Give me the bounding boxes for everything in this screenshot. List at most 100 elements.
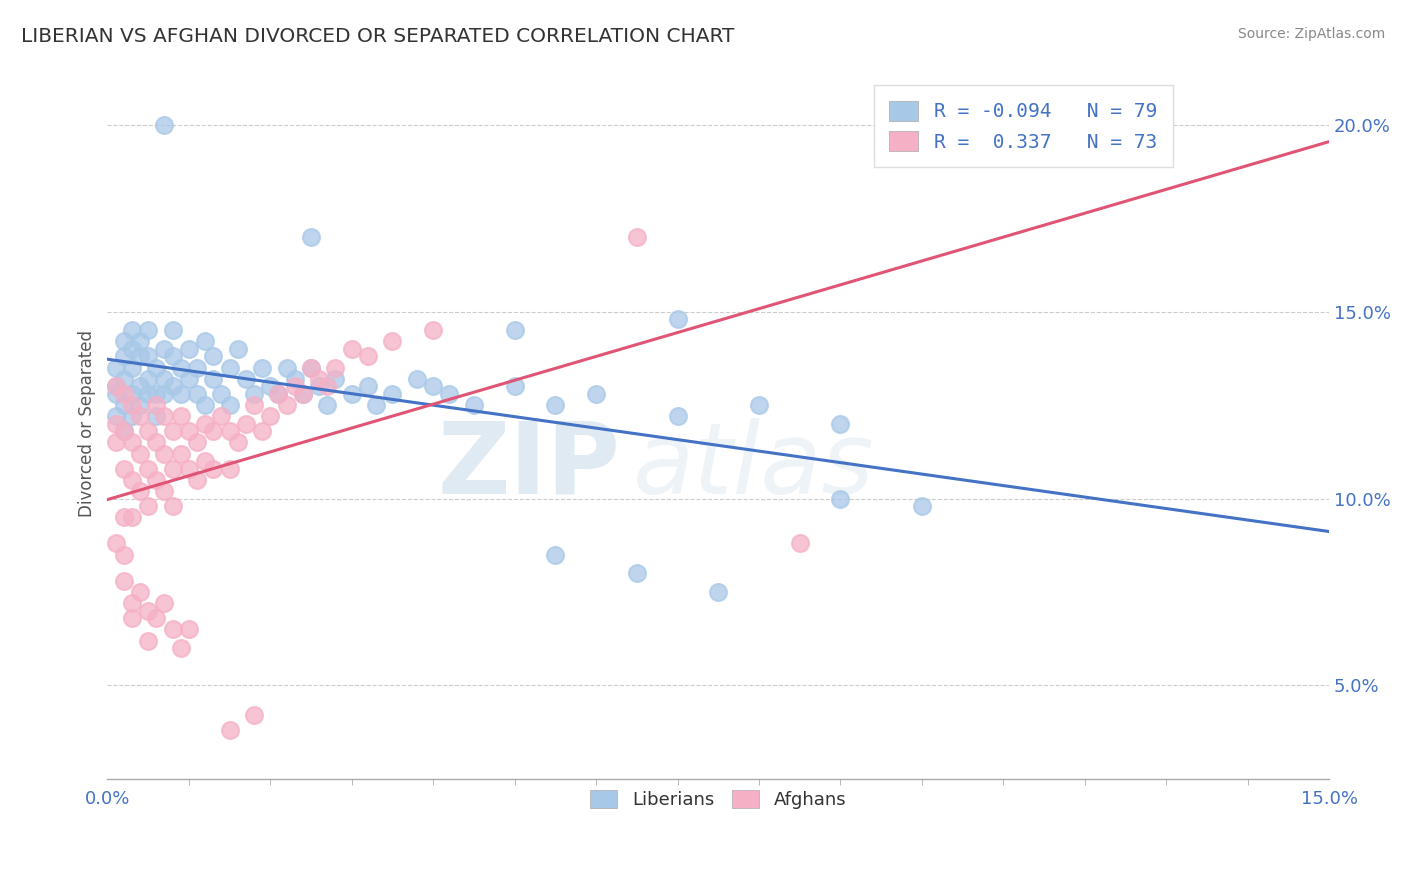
Point xyxy=(162,323,184,337)
Point xyxy=(186,360,208,375)
Point xyxy=(153,596,176,610)
Point xyxy=(112,424,135,438)
Point xyxy=(218,461,240,475)
Point xyxy=(243,708,266,723)
Point xyxy=(104,435,127,450)
Point xyxy=(104,379,127,393)
Point xyxy=(129,334,152,349)
Point xyxy=(121,596,143,610)
Point xyxy=(129,379,152,393)
Point xyxy=(104,409,127,424)
Point xyxy=(325,360,347,375)
Point xyxy=(121,409,143,424)
Point xyxy=(316,379,339,393)
Point xyxy=(136,323,159,337)
Point xyxy=(235,372,257,386)
Point xyxy=(235,417,257,431)
Point xyxy=(162,499,184,513)
Point xyxy=(250,424,273,438)
Point xyxy=(243,387,266,401)
Point xyxy=(202,372,225,386)
Point xyxy=(202,461,225,475)
Point xyxy=(209,409,232,424)
Point xyxy=(666,312,689,326)
Point xyxy=(153,118,176,132)
Point xyxy=(121,342,143,356)
Point xyxy=(194,398,217,412)
Point xyxy=(299,229,322,244)
Text: atlas: atlas xyxy=(633,417,875,515)
Point xyxy=(170,447,193,461)
Point xyxy=(136,604,159,618)
Point xyxy=(145,360,167,375)
Point xyxy=(366,398,388,412)
Point xyxy=(544,548,567,562)
Y-axis label: Divorced or Separated: Divorced or Separated xyxy=(79,330,96,517)
Point xyxy=(299,360,322,375)
Point xyxy=(162,424,184,438)
Point xyxy=(121,323,143,337)
Point xyxy=(226,435,249,450)
Point xyxy=(129,409,152,424)
Point xyxy=(145,409,167,424)
Text: LIBERIAN VS AFGHAN DIVORCED OR SEPARATED CORRELATION CHART: LIBERIAN VS AFGHAN DIVORCED OR SEPARATED… xyxy=(21,27,734,45)
Point xyxy=(136,372,159,386)
Point xyxy=(121,398,143,412)
Point xyxy=(267,387,290,401)
Point xyxy=(830,491,852,506)
Point xyxy=(136,350,159,364)
Point xyxy=(104,379,127,393)
Point xyxy=(129,585,152,599)
Point xyxy=(121,360,143,375)
Point xyxy=(104,360,127,375)
Point xyxy=(104,387,127,401)
Point xyxy=(104,536,127,550)
Point xyxy=(291,387,314,401)
Point xyxy=(170,360,193,375)
Point xyxy=(121,611,143,625)
Point xyxy=(153,483,176,498)
Point xyxy=(308,379,330,393)
Point xyxy=(463,398,485,412)
Point xyxy=(789,536,811,550)
Point xyxy=(112,387,135,401)
Point xyxy=(177,372,200,386)
Point xyxy=(153,447,176,461)
Point xyxy=(112,548,135,562)
Point xyxy=(218,424,240,438)
Legend: Liberians, Afghans: Liberians, Afghans xyxy=(583,782,853,816)
Point xyxy=(162,379,184,393)
Point xyxy=(186,435,208,450)
Point xyxy=(129,447,152,461)
Point xyxy=(267,387,290,401)
Point xyxy=(186,387,208,401)
Point xyxy=(284,372,307,386)
Point xyxy=(316,398,339,412)
Point xyxy=(422,379,444,393)
Point xyxy=(194,454,217,468)
Point xyxy=(153,387,176,401)
Point xyxy=(830,417,852,431)
Point xyxy=(129,483,152,498)
Point xyxy=(121,387,143,401)
Point xyxy=(153,409,176,424)
Point xyxy=(439,387,461,401)
Point xyxy=(170,641,193,656)
Point xyxy=(406,372,429,386)
Point xyxy=(145,387,167,401)
Point xyxy=(112,398,135,412)
Point xyxy=(276,398,298,412)
Point xyxy=(177,461,200,475)
Point xyxy=(136,633,159,648)
Text: Source: ZipAtlas.com: Source: ZipAtlas.com xyxy=(1237,27,1385,41)
Point xyxy=(162,623,184,637)
Point xyxy=(136,499,159,513)
Point xyxy=(308,372,330,386)
Point xyxy=(626,566,648,581)
Point xyxy=(503,323,526,337)
Point xyxy=(585,387,607,401)
Point xyxy=(202,424,225,438)
Text: ZIP: ZIP xyxy=(437,417,620,515)
Point xyxy=(226,342,249,356)
Point xyxy=(121,435,143,450)
